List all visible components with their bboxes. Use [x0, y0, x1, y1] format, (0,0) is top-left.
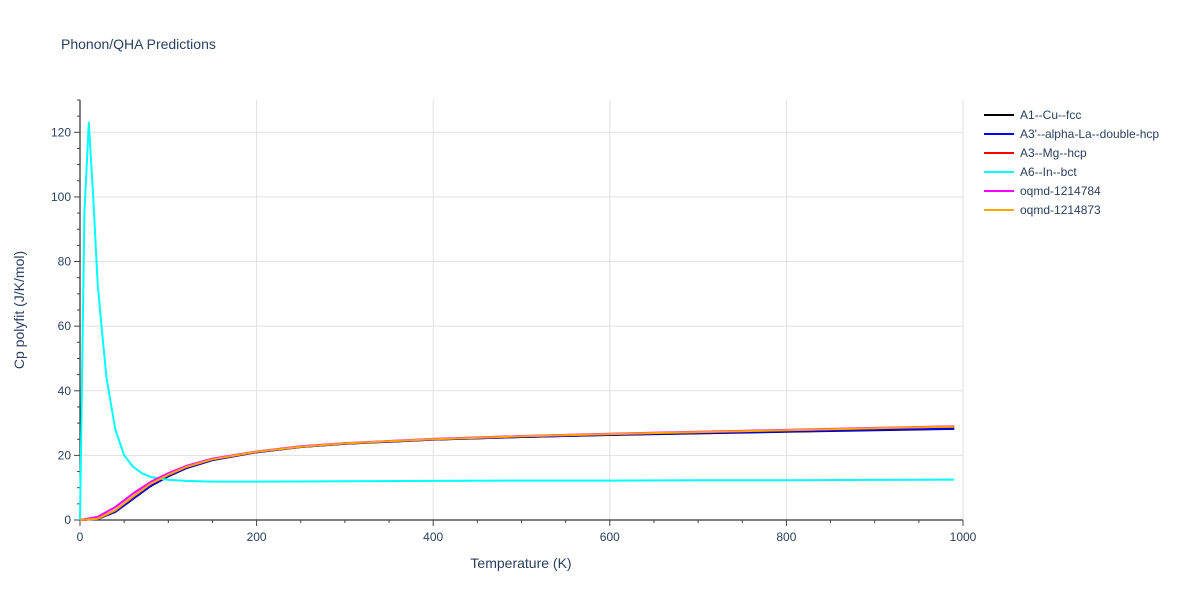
legend-item[interactable]: A1--Cu--fcc	[984, 105, 1159, 124]
legend-label: A3'--alpha-La--double-hcp	[1020, 126, 1160, 141]
y-tick-label: 100	[51, 190, 71, 204]
grid-lines	[80, 100, 964, 520]
y-tick-label: 80	[58, 255, 72, 269]
y-tick-label: 60	[58, 319, 72, 333]
legend-swatch	[984, 113, 1014, 116]
axes: 0 200 400 600 800 1000 0 20 40 60 80 100 120	[51, 99, 977, 544]
y-tick-label: 20	[58, 448, 72, 462]
legend-swatch	[984, 151, 1014, 154]
chart-title: Phonon/QHA Predictions	[61, 36, 216, 52]
legend-item[interactable]: A6--In--bct	[984, 162, 1159, 181]
legend: A1--Cu--fcc A3'--alpha-La--double-hcp A3--…	[984, 105, 1159, 219]
x-axis-label: Temperature (K)	[470, 555, 571, 571]
series-lines	[79, 121, 955, 521]
x-tick-label: 400	[423, 530, 443, 544]
legend-label: A3--Mg--hcp	[1020, 145, 1087, 160]
legend-item[interactable]: A3'--alpha-La--double-hcp	[984, 124, 1159, 143]
legend-label: A6--In--bct	[1020, 164, 1077, 179]
series-line-0	[79, 427, 955, 521]
series-line-4	[79, 425, 955, 521]
legend-item[interactable]: oqmd-1214873	[984, 200, 1159, 219]
y-axis-label: Cp polyfit (J/K/mol)	[11, 251, 27, 369]
legend-swatch	[984, 170, 1014, 173]
legend-label: A1--Cu--fcc	[1020, 107, 1082, 122]
y-tick-label: 120	[51, 125, 71, 139]
x-tick-label: 0	[77, 530, 84, 544]
legend-swatch	[984, 208, 1014, 211]
y-tick-label: 40	[58, 384, 72, 398]
legend-label: oqmd-1214784	[1020, 183, 1101, 198]
legend-swatch	[984, 189, 1014, 192]
x-tick-label: 1000	[950, 530, 977, 544]
x-tick-label: 800	[776, 530, 796, 544]
legend-swatch	[984, 132, 1014, 135]
legend-item[interactable]: A3--Mg--hcp	[984, 143, 1159, 162]
y-tick-label: 0	[64, 513, 71, 527]
legend-label: oqmd-1214873	[1020, 202, 1101, 217]
series-line-1	[79, 427, 955, 521]
x-tick-label: 200	[247, 530, 267, 544]
legend-item[interactable]: oqmd-1214784	[984, 181, 1159, 200]
x-tick-label: 600	[600, 530, 620, 544]
series-line-5	[79, 425, 955, 521]
series-line-2	[79, 425, 955, 521]
